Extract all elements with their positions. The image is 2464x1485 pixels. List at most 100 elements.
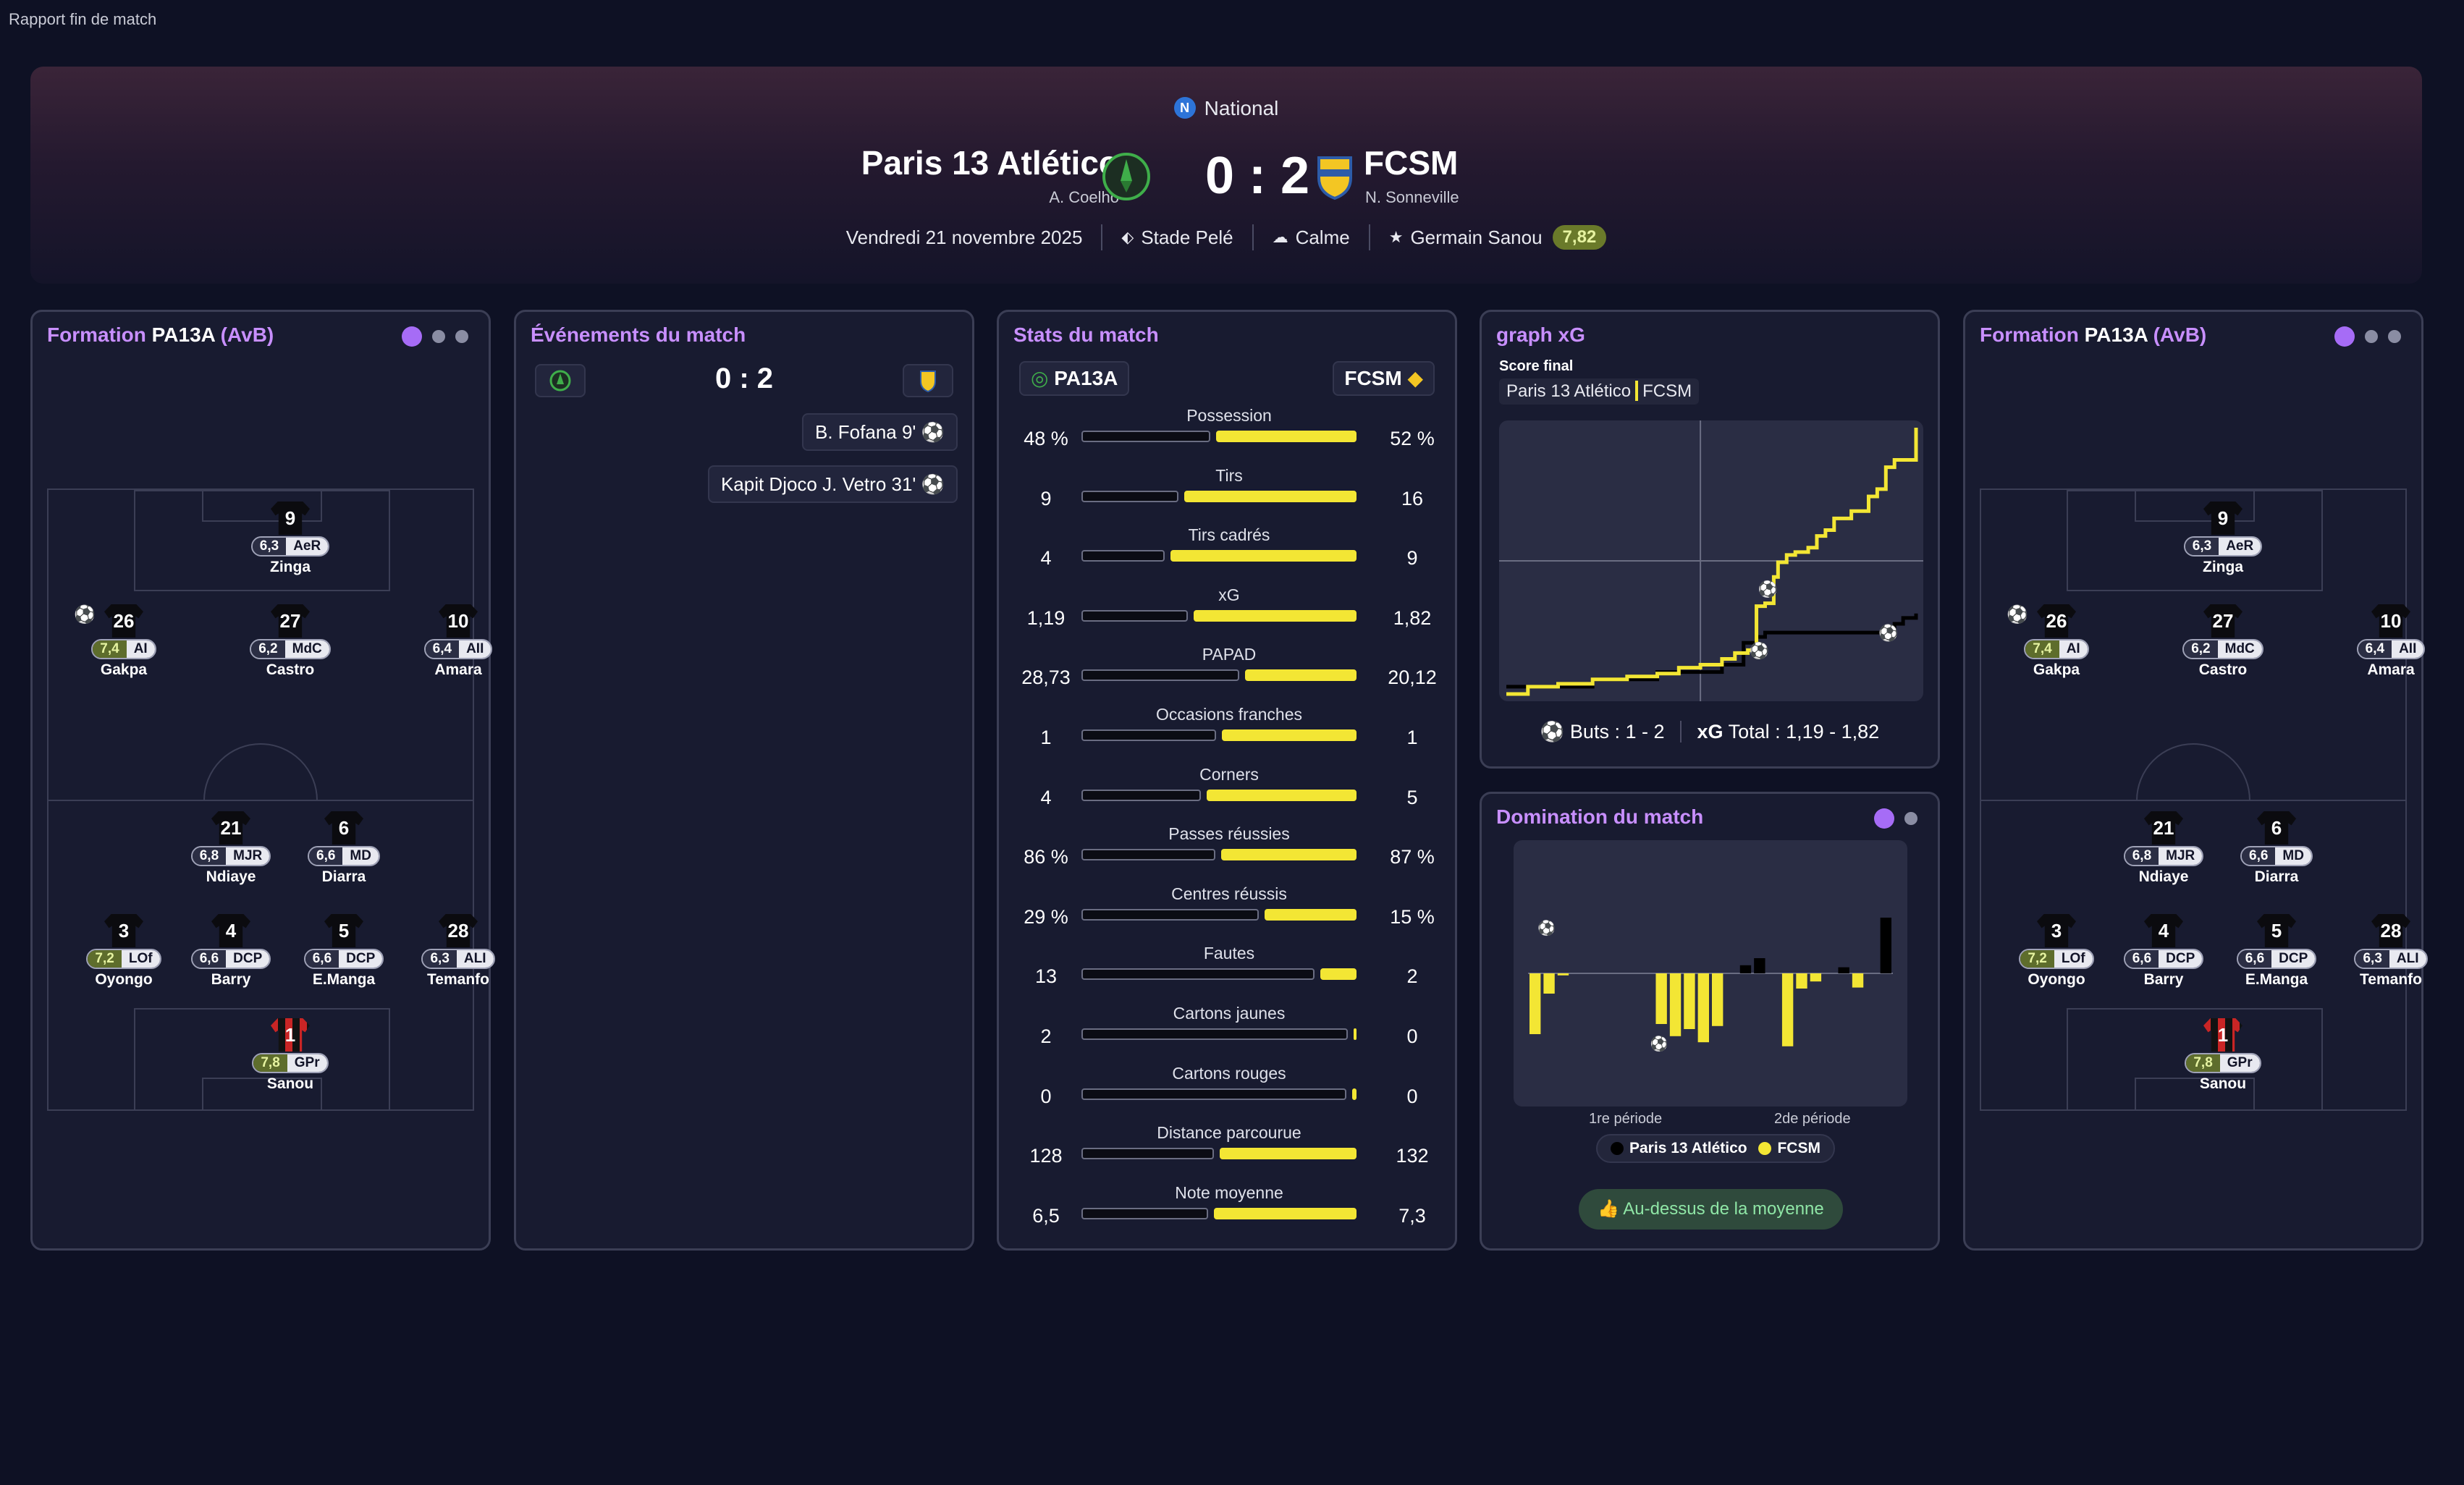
- player-position: GPr: [287, 1054, 327, 1072]
- stat-bar-away: [1216, 431, 1357, 442]
- player-oyongo[interactable]: 3 7,2 LOf Oyongo: [2002, 914, 2111, 989]
- goal-box: [2135, 490, 2255, 522]
- legend-home: Paris 13 Atlético: [1629, 1140, 1747, 1156]
- stat-label: Tirs cadrés: [1188, 525, 1270, 545]
- player-name: Oyongo: [2028, 971, 2085, 988]
- player-zinga[interactable]: 9 6,3 AeR Zinga: [2169, 502, 2277, 576]
- weather: Calme: [1295, 226, 1350, 248]
- player-amara[interactable]: 10 6,4 AII Amara: [404, 604, 512, 679]
- page-dot-active[interactable]: [1874, 808, 1894, 829]
- event-text: Kapit Djoco J. Vetro 31': [720, 473, 916, 495]
- player-position: MJR: [226, 847, 270, 865]
- home-team-name[interactable]: Paris 13 Atlético: [861, 144, 1119, 182]
- legend-dot-home: [1611, 1142, 1624, 1155]
- player-rating: 6,6: [2125, 950, 2159, 968]
- player-castro[interactable]: 27 6,2 MdC Castro: [236, 604, 345, 679]
- player-temanfo[interactable]: 28 6,3 ALI Temanfo: [404, 914, 512, 989]
- motm-name[interactable]: Germain Sanou: [1410, 226, 1543, 248]
- page-dots[interactable]: [2324, 326, 2401, 347]
- player-ndiaye[interactable]: 21 6,8 MJR Ndiaye: [2109, 811, 2218, 886]
- page-dot[interactable]: [1904, 812, 1917, 825]
- panel-title: Domination du match: [1496, 805, 1704, 828]
- stat-home-value: 0: [1040, 1085, 1052, 1107]
- stat-away-value: 132: [1396, 1145, 1429, 1167]
- home-crest-icon: [549, 370, 571, 392]
- player-barry[interactable]: 4 6,6 DCP Barry: [2109, 914, 2218, 989]
- domination-bar-away: [1796, 973, 1807, 989]
- page-dot[interactable]: [2365, 330, 2378, 343]
- stat-label: Fautes: [1203, 944, 1255, 963]
- player-tags: 7,2 LOf: [86, 949, 161, 969]
- page-dots[interactable]: [1864, 808, 1917, 829]
- shirt-number: 9: [271, 502, 310, 535]
- player-position: ALI: [2389, 950, 2426, 968]
- competition-logo: N: [1173, 97, 1196, 119]
- player-tags: 6,8 MJR: [2123, 846, 2204, 866]
- page-dot[interactable]: [2388, 330, 2401, 343]
- player-diarra[interactable]: 6 6,6 MD Diarra: [2222, 811, 2331, 886]
- away-team-name[interactable]: FCSM: [1364, 144, 1459, 182]
- domination-badge[interactable]: 👍 Au-dessus de la moyenne: [1579, 1189, 1843, 1230]
- player-barry[interactable]: 4 6,6 DCP Barry: [177, 914, 285, 989]
- stat-row: Tirs cadrés 4 9: [999, 525, 1459, 585]
- ball-icon: ⚽: [921, 421, 945, 443]
- player-temanfo[interactable]: 28 6,3 ALI Temanfo: [2337, 914, 2445, 989]
- event-item[interactable]: Kapit Djoco J. Vetro 31' ⚽: [707, 465, 958, 503]
- stat-home-value: 13: [1034, 965, 1058, 988]
- player-ndiaye[interactable]: 21 6,8 MJR Ndiaye: [177, 811, 285, 886]
- player-amara[interactable]: 10 6,4 AII Amara: [2337, 604, 2445, 679]
- player-zinga[interactable]: 9 6,3 AeR Zinga: [236, 502, 345, 576]
- stat-away-value: 7,3: [1398, 1204, 1426, 1227]
- stat-label: Cartons rouges: [1172, 1063, 1286, 1083]
- page-dot-active[interactable]: [402, 326, 422, 347]
- shirt-number: 1: [271, 1018, 310, 1052]
- player-gakpa[interactable]: ⚽ 26 7,4 AI Gakpa: [69, 604, 178, 679]
- player-rating: 6,3: [423, 950, 457, 968]
- player-name: Amara: [2367, 661, 2415, 678]
- event-item[interactable]: B. Fofana 9' ⚽: [802, 413, 958, 451]
- player-position: AeR: [2219, 538, 2261, 555]
- away-team-chip[interactable]: FCSM ◆: [1333, 361, 1435, 396]
- player-position: DCP: [339, 950, 383, 968]
- player-name: Diarra: [321, 868, 366, 885]
- player-name: Ndiaye: [206, 868, 256, 885]
- shirt-number: 6: [324, 811, 363, 845]
- player-emanga[interactable]: 5 6,6 DCP E.Manga: [2222, 914, 2331, 989]
- player-gakpa[interactable]: ⚽ 26 7,4 AI Gakpa: [2002, 604, 2111, 679]
- shirt-number: 3: [104, 914, 143, 947]
- xg-label: xG: [1697, 721, 1723, 742]
- domination-chart-area: ⚽ ⚽: [1514, 840, 1907, 1107]
- player-oyongo[interactable]: 3 7,2 LOf Oyongo: [69, 914, 178, 989]
- stat-bar-home: [1081, 1088, 1346, 1100]
- stadium-name: Stade Pelé: [1141, 226, 1233, 248]
- player-name: Sanou: [266, 1075, 314, 1092]
- stat-bar-home: [1081, 1207, 1208, 1219]
- away-short: FCSM: [1344, 367, 1402, 389]
- domination-bar-away: [1543, 973, 1555, 994]
- player-emanga[interactable]: 5 6,6 DCP E.Manga: [290, 914, 398, 989]
- player-tags: 7,4 AI: [91, 639, 156, 659]
- player-tags: 7,8 GPr: [2185, 1053, 2261, 1073]
- page-dot[interactable]: [455, 330, 468, 343]
- panel-title: Stats du match: [1013, 323, 1159, 346]
- page-dot-active[interactable]: [2334, 326, 2355, 347]
- home-team-chip[interactable]: ◎ PA13A: [1019, 361, 1130, 396]
- player-tags: 7,2 LOf: [2019, 949, 2094, 969]
- player-castro[interactable]: 27 6,2 MdC Castro: [2169, 604, 2277, 679]
- player-diarra[interactable]: 6 6,6 MD Diarra: [290, 811, 398, 886]
- player-name: Castro: [266, 661, 315, 678]
- player-position: DCP: [2159, 950, 2203, 968]
- stat-row: Passes réussies 86 % 87 %: [999, 824, 1459, 884]
- page-dot[interactable]: [432, 330, 445, 343]
- stat-bar-home: [1081, 490, 1178, 502]
- xg-line-fcsm: [1506, 428, 1918, 696]
- player-sanou[interactable]: 1 7,8 GPr Sanou: [236, 1018, 345, 1093]
- stat-label: Distance parcourue: [1157, 1123, 1301, 1143]
- player-position: AII: [459, 640, 491, 658]
- page-dots[interactable]: [392, 326, 468, 347]
- player-sanou[interactable]: 1 7,8 GPr Sanou: [2169, 1018, 2277, 1093]
- match-header: N National Paris 13 Atlético A. Coelho 0 …: [30, 67, 2422, 284]
- domination-chart: ⚽⚽: [1528, 918, 1893, 1052]
- ball-icon: ⚽: [1540, 721, 1565, 742]
- domination-bar-home: [1739, 965, 1752, 973]
